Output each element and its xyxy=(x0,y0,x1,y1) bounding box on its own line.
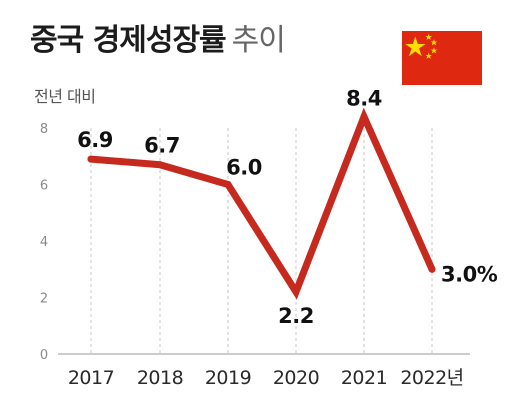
flag-small-star-1 xyxy=(425,33,432,40)
data-point xyxy=(292,288,300,296)
chart-title-suffix: 추이 xyxy=(231,23,286,58)
y-tick-label: 0 xyxy=(40,348,48,363)
y-axis-unit-label: 전년 대비 xyxy=(34,87,96,106)
data-point xyxy=(156,161,164,169)
y-tick-label: 6 xyxy=(40,179,48,194)
axis-layer: 0 2 4 6 8 2017 2018 2019 2020 2021 2022년 xyxy=(40,122,470,389)
y-tick-label: 8 xyxy=(40,122,48,137)
data-label: 6.7 xyxy=(144,134,180,158)
data-label: 8.4 xyxy=(346,87,382,111)
x-tick-label: 2020 xyxy=(273,367,319,389)
china-flag-icon xyxy=(402,31,482,85)
data-point xyxy=(224,181,232,188)
x-tick-label: 2022년 xyxy=(400,367,463,389)
data-label-layer: 6.9 6.7 6.0 2.2 8.4 3.0% xyxy=(77,87,498,328)
data-point xyxy=(87,155,95,163)
flag-small-star-4 xyxy=(425,52,432,59)
data-label: 6.9 xyxy=(77,128,113,152)
data-point xyxy=(360,113,368,121)
data-label: 6.0 xyxy=(226,156,262,180)
chart-title-main: 중국 경제성장률 xyxy=(30,23,227,58)
data-point xyxy=(428,265,436,273)
line-layer xyxy=(87,107,436,300)
x-tick-label: 2018 xyxy=(137,367,183,389)
x-tick-label: 2021 xyxy=(341,367,387,389)
chart-title: 중국 경제성장률 추이 xyxy=(30,23,286,58)
series-line xyxy=(87,107,436,300)
x-tick-label: 2019 xyxy=(205,367,251,389)
flag-large-star xyxy=(405,36,426,57)
y-tick-label: 2 xyxy=(40,292,48,307)
x-tick-label: 2017 xyxy=(68,367,114,389)
data-label: 2.2 xyxy=(278,304,314,328)
flag-small-star-3 xyxy=(430,47,438,54)
flag-small-star-2 xyxy=(430,39,438,46)
y-tick-label: 4 xyxy=(40,235,48,250)
data-label: 3.0% xyxy=(441,262,498,286)
